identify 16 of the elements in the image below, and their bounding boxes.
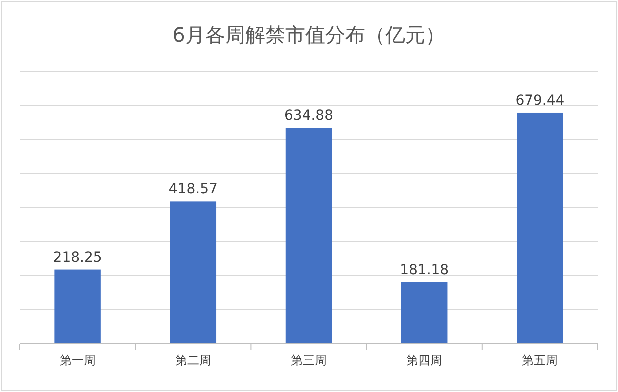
data-label: 218.25 <box>53 250 102 266</box>
x-tick-label: 第二周 <box>175 354 212 368</box>
x-tick-label: 第三周 <box>291 354 327 368</box>
x-tick-label: 第五周 <box>522 354 558 368</box>
x-tick-label: 第四周 <box>406 354 443 368</box>
data-label: 634.88 <box>284 108 334 124</box>
bar <box>517 112 564 344</box>
bar <box>286 128 332 344</box>
x-tick-label: 第一周 <box>60 354 96 368</box>
bar <box>170 202 217 344</box>
chart-title: 6月各周解禁市值分布（亿元） <box>172 23 446 47</box>
data-label: 418.57 <box>168 182 218 198</box>
bar <box>54 270 101 344</box>
data-label: 181.18 <box>400 262 450 278</box>
bar <box>401 282 448 344</box>
data-label: 679.44 <box>516 92 565 109</box>
